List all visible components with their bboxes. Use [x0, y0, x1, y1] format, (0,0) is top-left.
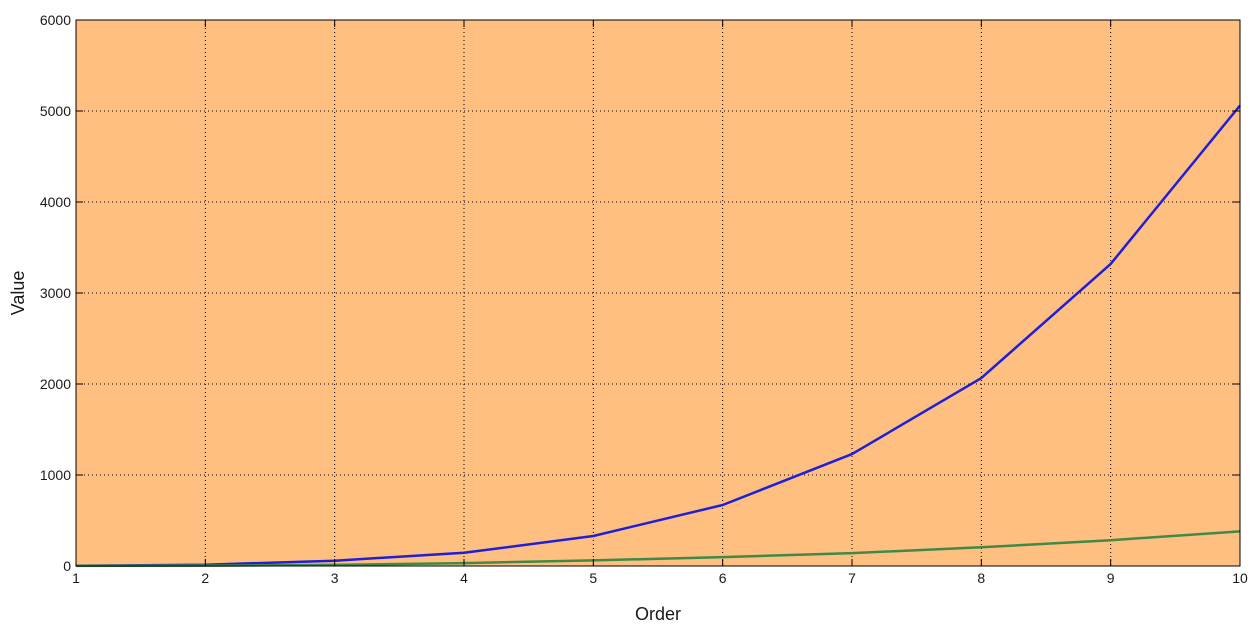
series-layer [75, 104, 1241, 568]
y-tick-label: 6000 [40, 12, 71, 28]
y-tick-label: 5000 [40, 103, 71, 119]
series-line-2 [75, 530, 1241, 568]
plot-area-background [76, 20, 1240, 566]
x-tick-label: 7 [848, 570, 856, 586]
x-axis-label: Order [635, 604, 681, 624]
y-tick-label: 0 [63, 558, 71, 574]
y-tick-label: 2000 [40, 376, 71, 392]
x-tick-label: 10 [1232, 570, 1248, 586]
x-tick-label: 4 [460, 570, 468, 586]
x-tick-label: 3 [331, 570, 339, 586]
grid-lines [76, 20, 1240, 566]
x-tick-label: 1 [72, 570, 80, 586]
x-tick-label: 8 [977, 570, 985, 586]
y-tick-label: 1000 [40, 467, 71, 483]
axis-ticks: 1 2 3 4 5 6 7 8 9 10 0 1000 2000 3000 4000 5000 6000 [40, 12, 1248, 586]
y-tick-label: 3000 [40, 285, 71, 301]
y-axis-label: Value [8, 271, 28, 316]
x-tick-label: 9 [1107, 570, 1115, 586]
y-tick-label: 4000 [40, 194, 71, 210]
x-tick-label: 5 [589, 570, 597, 586]
x-tick-label: 2 [201, 570, 209, 586]
x-tick-label: 6 [719, 570, 727, 586]
series-line-1 [75, 104, 1241, 568]
